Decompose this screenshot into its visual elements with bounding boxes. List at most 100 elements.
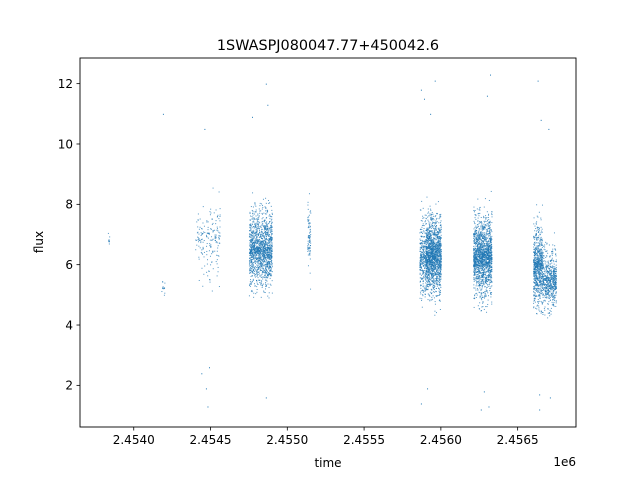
data-point [482, 275, 484, 277]
data-point [263, 221, 265, 223]
data-point [207, 229, 209, 231]
data-point [207, 259, 209, 261]
data-point [474, 262, 476, 263]
data-point [259, 247, 261, 249]
data-point [484, 235, 486, 237]
data-point [210, 212, 212, 214]
data-point [425, 248, 427, 250]
data-point [422, 257, 424, 259]
data-point [427, 256, 429, 258]
data-point [474, 245, 476, 247]
data-point [436, 261, 438, 263]
data-point [490, 256, 492, 258]
data-point [256, 283, 258, 285]
data-point [478, 225, 480, 227]
data-point [431, 264, 433, 266]
data-point [425, 258, 427, 260]
data-point [476, 238, 478, 240]
data-point [434, 260, 436, 262]
data-point [257, 262, 259, 264]
data-point [480, 241, 482, 243]
data-point [422, 273, 424, 275]
data-point [483, 250, 485, 252]
data-point [436, 242, 438, 244]
data-point [474, 241, 476, 243]
data-point [482, 272, 484, 274]
data-point [249, 227, 251, 229]
data-point [484, 247, 486, 249]
data-point [426, 280, 428, 282]
data-point [432, 237, 434, 239]
data-point [485, 268, 487, 270]
data-point [474, 223, 476, 225]
data-point [440, 258, 442, 260]
data-point [434, 259, 436, 261]
data-point [478, 271, 480, 273]
data-point [429, 213, 431, 215]
data-point [429, 243, 431, 245]
data-point [477, 278, 479, 280]
data-point [262, 265, 264, 267]
data-point [422, 250, 424, 252]
data-point [258, 228, 260, 230]
data-point [436, 276, 438, 278]
data-point [269, 242, 271, 244]
data-point [430, 219, 432, 221]
data-point [434, 263, 436, 265]
data-point [259, 226, 261, 228]
data-point [252, 266, 254, 268]
data-point [437, 236, 439, 238]
data-point [486, 232, 488, 234]
data-point [269, 240, 271, 242]
data-point [483, 235, 485, 237]
data-point [268, 228, 270, 230]
data-point [480, 239, 482, 241]
data-point [422, 289, 424, 291]
data-point [422, 248, 424, 250]
data-point [262, 246, 264, 248]
data-point [425, 239, 427, 241]
data-point [422, 241, 424, 243]
data-point [309, 258, 311, 260]
data-point [427, 260, 429, 262]
data-point [250, 236, 252, 238]
data-point [490, 262, 492, 264]
data-point [480, 289, 482, 291]
data-point [265, 242, 267, 244]
data-point [433, 253, 435, 255]
data-point [201, 228, 203, 230]
data-point [251, 223, 253, 225]
data-point [489, 240, 491, 242]
data-point [256, 250, 258, 252]
data-point [251, 242, 253, 244]
data-point [489, 262, 491, 264]
data-point [427, 239, 429, 241]
data-point [439, 248, 441, 250]
data-point [430, 240, 432, 242]
data-point [423, 249, 425, 251]
data-point [219, 242, 221, 244]
data-point [428, 221, 430, 223]
data-point [438, 251, 440, 253]
data-point [255, 228, 257, 230]
data-point [257, 214, 259, 216]
data-point [218, 191, 220, 193]
data-point [255, 257, 257, 259]
data-point [431, 240, 433, 242]
data-point [488, 250, 490, 252]
data-point [198, 237, 200, 239]
data-point [107, 232, 109, 234]
data-point [260, 240, 262, 242]
data-point [262, 243, 264, 245]
data-point [256, 253, 258, 255]
data-point [487, 255, 489, 257]
data-point [251, 235, 253, 237]
data-point [260, 263, 262, 265]
data-point [309, 250, 311, 252]
data-point [254, 211, 256, 213]
data-point [257, 241, 259, 243]
data-point [440, 262, 442, 264]
data-point [423, 252, 425, 254]
data-point [426, 277, 428, 279]
data-point [438, 253, 440, 255]
